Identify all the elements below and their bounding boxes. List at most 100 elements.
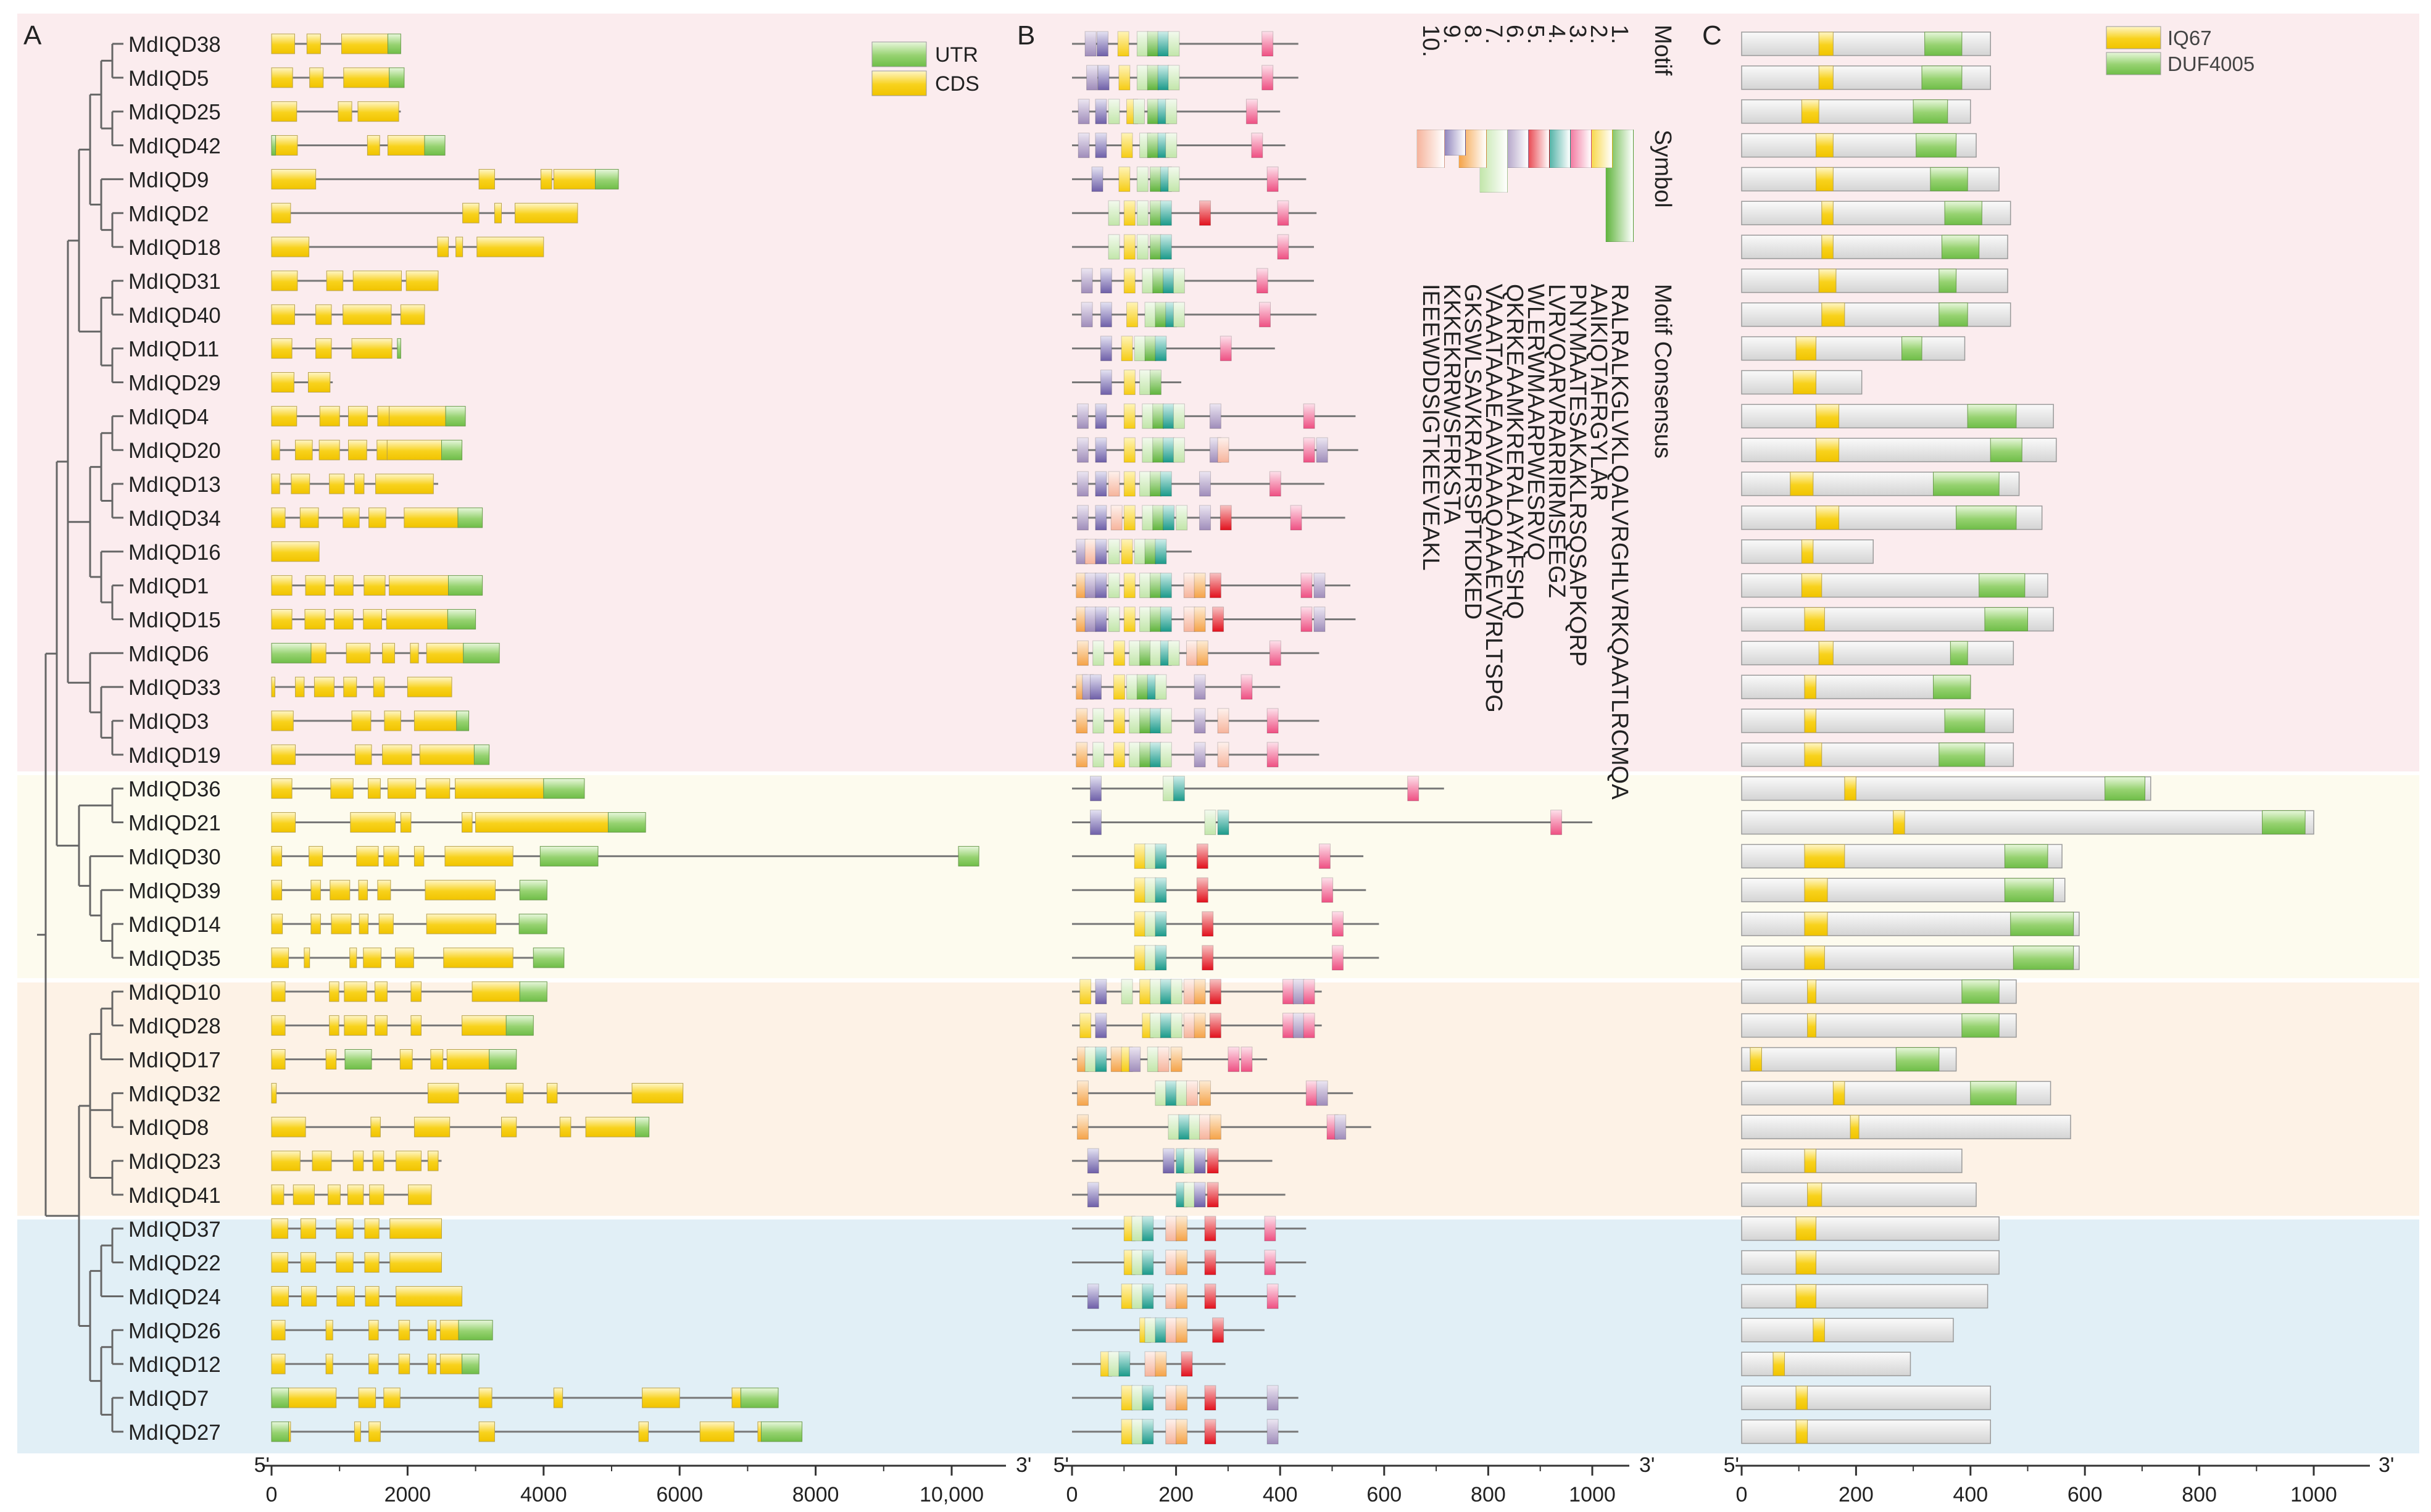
motif-7-block (1134, 336, 1146, 362)
cds-exon (271, 304, 295, 325)
cds-exon (271, 744, 296, 765)
protein-bar (1741, 1318, 1954, 1343)
motif-7-block (1108, 539, 1120, 565)
cds-exon (314, 676, 335, 697)
cds-exon (386, 439, 443, 460)
five-prime-label: 5' (254, 1453, 270, 1477)
five-prime-label: 5' (1053, 1453, 1069, 1477)
three-prime-label: 3' (2379, 1453, 2394, 1477)
motif-7-block (1131, 1283, 1144, 1309)
axis-tick-label: 200 (1158, 1483, 1194, 1506)
cds-exon (295, 439, 313, 460)
motif-5-block (1212, 606, 1224, 632)
cds-exon (389, 1252, 442, 1273)
cds-exon (315, 338, 332, 359)
cds-exon (383, 845, 399, 866)
cds-exon (410, 642, 419, 663)
cds-exon (478, 1421, 495, 1442)
cds-exon (413, 845, 425, 866)
cds-exon (331, 913, 352, 934)
duf4005-domain (2105, 776, 2146, 801)
motif-10-block (1165, 1385, 1178, 1411)
motif-8-block (1155, 1351, 1167, 1377)
motif-2-block (1123, 505, 1136, 531)
cds-exon (271, 1150, 301, 1171)
utr-region (397, 338, 401, 359)
utr-region (635, 1116, 650, 1137)
iq67-domain (1795, 1284, 1817, 1308)
cds-exon (341, 33, 388, 54)
motif-6-block (1266, 1419, 1279, 1445)
axis-tick-label: 0 (1066, 1483, 1078, 1506)
motif-4-block (1142, 1216, 1154, 1242)
duf4005-domain (1956, 505, 2017, 530)
cds-exon (271, 507, 286, 528)
cds-exon (363, 609, 383, 629)
cds-exon (271, 1015, 286, 1036)
cds-exon (368, 1319, 379, 1340)
duf4005-domain (1930, 167, 1968, 191)
gene-structure-panel (271, 33, 979, 1442)
protein-bar (1741, 336, 1966, 361)
motif-2-block (1113, 640, 1125, 666)
cds-exon (271, 879, 283, 900)
duf4005-domain (1961, 979, 2000, 1004)
utr-region (543, 778, 585, 799)
motif-3-block (1266, 1283, 1279, 1309)
protein-bar (1741, 1182, 1977, 1207)
motif-6-block (1076, 505, 1089, 531)
cds-exon (271, 372, 294, 393)
motif-10-block (1165, 1216, 1178, 1242)
duf4005-domain (1933, 471, 2000, 496)
cds-exon (271, 575, 293, 596)
cds-exon (343, 304, 392, 325)
domain-panel (1741, 31, 2314, 1444)
motif-4-block (1149, 708, 1161, 734)
duf4005-domain (2013, 945, 2074, 970)
gene-label: MdIQD28 (128, 1015, 221, 1039)
motif-3-block (1269, 640, 1281, 666)
iq67-domain (1807, 979, 1817, 1004)
cds-exon (271, 1218, 288, 1239)
motif-5-block (1207, 1182, 1219, 1208)
motif-legend-consensus: IEEEWDDSIGTKEEVEAKL (1418, 284, 1444, 571)
cds-exon (382, 744, 412, 765)
motif-10-block (1183, 606, 1195, 632)
motif-6-block (1194, 708, 1206, 734)
cds-exon (271, 338, 293, 359)
motif-3-block (1251, 133, 1263, 159)
motif-2-block (1123, 200, 1136, 226)
motif-10-block (1157, 1047, 1170, 1072)
motif-7-block (1092, 708, 1105, 734)
cds-exon (271, 473, 280, 494)
gene-label: MdIQD33 (128, 676, 221, 700)
motif-3-block (1321, 877, 1334, 903)
iq67-domain (1804, 607, 1825, 631)
motif-6-block (1129, 1047, 1141, 1072)
motif-4-block (1163, 403, 1175, 429)
motif-3-block (1290, 505, 1302, 531)
motif-6-block (1084, 573, 1097, 599)
duf4005-domain (1924, 31, 1963, 56)
motif-7-block (1126, 674, 1139, 700)
cds-exon (350, 812, 396, 833)
gene-label: MdIQD8 (128, 1116, 209, 1140)
cds-exon (476, 236, 544, 257)
iq67-domain (1801, 573, 1822, 598)
iq67-domain (1893, 810, 1905, 835)
motif-5-block (1204, 1385, 1216, 1411)
cds-exon (271, 1319, 286, 1340)
utr-region (387, 33, 401, 54)
motif-3-block (1277, 200, 1289, 226)
gene-label: MdIQD40 (128, 304, 221, 328)
motif-7-block (1144, 945, 1157, 971)
motif-7-block (1136, 31, 1149, 57)
motif-7-block (1170, 979, 1182, 1005)
motif-1-block (1149, 200, 1161, 226)
utr-region (456, 710, 470, 731)
motif-5-block (1196, 843, 1208, 869)
axis-tick-label: 400 (1953, 1483, 1988, 1506)
motif-4-block (1157, 65, 1170, 91)
motif-7-block (1149, 640, 1161, 666)
motif-7-block (1176, 1080, 1188, 1106)
